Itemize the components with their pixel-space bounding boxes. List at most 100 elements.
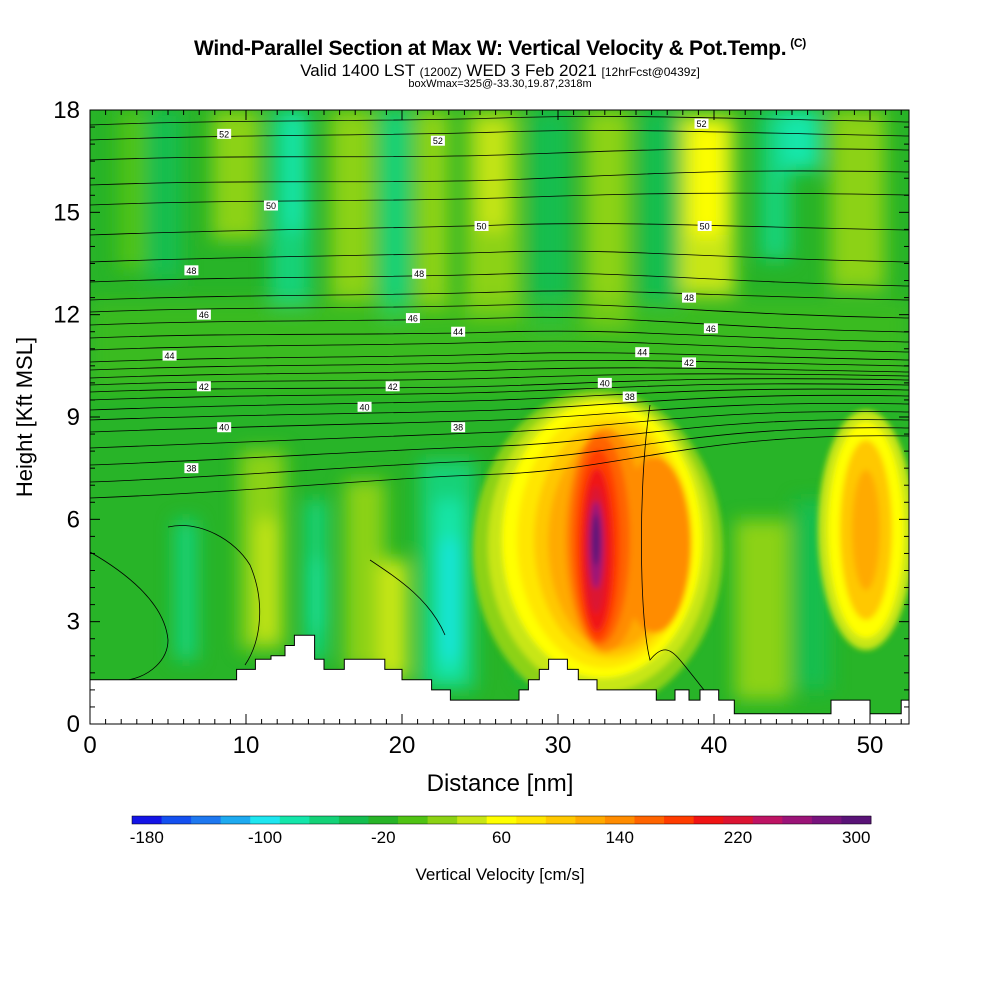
colorbar-segment [338, 816, 369, 824]
isentrope-label: 42 [682, 357, 697, 368]
isentrope-label-text: 38 [186, 464, 196, 474]
downdraft-band [444, 540, 456, 660]
isentrope-label-text: 48 [414, 269, 424, 279]
isentrope-label-bg [405, 313, 420, 324]
x-tick-label: 10 [233, 732, 260, 759]
downdraft-band [312, 560, 322, 630]
isentrope-label-bg [682, 292, 697, 303]
colorbar: -180 -100 -20 60 140 220 300 [130, 815, 872, 847]
isentrope-label-text: 50 [477, 221, 487, 231]
isentrope-label: 52 [430, 135, 445, 146]
colorbar-segment [782, 816, 813, 824]
colorbar-segment [161, 816, 192, 824]
isentrope-labels: 52 52 52 50 50 50 48 48 48 46 46 46 44 44 44 42 42 42 40 40… [162, 118, 718, 474]
colorbar-frame [131, 815, 872, 825]
isentrope-label-bg [694, 118, 709, 129]
isentrope-label-bg [196, 381, 211, 392]
y-tick-label: 3 [67, 609, 80, 636]
isentrope-label-text: 48 [186, 266, 196, 276]
isentrope-label: 40 [217, 422, 232, 433]
isentrope-line [90, 427, 909, 483]
zero-contour [640, 404, 713, 701]
colorbar-segment [250, 816, 281, 824]
chart-title: Wind-Parallel Section at Max W: Vertical… [194, 36, 806, 60]
x-tick-label: 40 [701, 732, 728, 759]
colorbar-tick-label: 140 [606, 828, 634, 847]
isentrope-label: 50 [697, 220, 712, 231]
potential-temperature-contours [90, 115, 909, 499]
isentrope-label-text: 40 [219, 423, 229, 433]
isentrope-label-bg [162, 350, 177, 361]
isentrope-label-bg [217, 422, 232, 433]
isentrope-line [90, 129, 909, 141]
isentrope-label-text: 52 [219, 129, 229, 139]
box-info: boxWmax=325@-33.30,19.87,2318m [408, 78, 592, 90]
zero-contour [167, 525, 261, 666]
isentrope-line [90, 419, 909, 466]
isentrope-label-bg [184, 265, 199, 276]
updraft-band [830, 110, 885, 290]
updraft-band [480, 120, 505, 230]
isentrope-label-bg [697, 220, 712, 231]
isentrope-label-text: 46 [199, 310, 209, 320]
isentrope-label-bg [196, 309, 211, 320]
isentrope-label: 44 [162, 350, 177, 361]
isentrope-label-text: 42 [388, 382, 398, 392]
isentrope-label: 48 [184, 265, 199, 276]
colorbar-segment [545, 816, 576, 824]
isentrope-label: 48 [682, 292, 697, 303]
isentrope-label-bg [451, 326, 466, 337]
y-tick-label: 12 [53, 302, 80, 329]
isentrope-line [90, 303, 909, 319]
isentrope-label: 38 [184, 463, 199, 474]
colorbar-segment [811, 816, 842, 824]
colorbar-tick-label: -100 [248, 828, 282, 847]
x-tick-label: 20 [389, 732, 416, 759]
isentrope-label: 42 [385, 381, 400, 392]
colorbar-segment [634, 816, 665, 824]
isentrope-label-text: 46 [706, 324, 716, 334]
isentrope-label-text: 42 [684, 358, 694, 368]
updraft-band [735, 520, 790, 700]
y-axis-label: Height [Kft MSL] [12, 337, 37, 497]
colorbar-label: Vertical Velocity [cm/s] [415, 865, 584, 884]
isentrope-label: 40 [357, 401, 372, 412]
isentrope-label-bg [635, 347, 650, 358]
isentrope-label-text: 40 [360, 402, 370, 412]
isentrope-label: 38 [451, 422, 466, 433]
x-tick-label: 50 [857, 732, 884, 759]
isentrope-label-bg [622, 391, 637, 402]
isentrope-label: 40 [597, 377, 612, 388]
colorbar-segment [457, 816, 488, 824]
isentrope-label-text: 44 [453, 327, 463, 337]
updraft-band [118, 110, 146, 270]
isentrope-label-bg [217, 128, 232, 139]
zero-contour [90, 551, 169, 681]
colorbar-tick-label: -180 [130, 828, 164, 847]
isentrope-label: 50 [474, 220, 489, 231]
x-tick-label: 30 [545, 732, 572, 759]
zero-velocity-contours [90, 404, 713, 701]
isentrope-line [90, 394, 909, 421]
colorbar-segment [279, 816, 310, 824]
isentrope-label-text: 44 [165, 351, 175, 361]
isentrope-line [90, 192, 909, 206]
isentrope-label-bg [703, 323, 718, 334]
colorbar-segment [132, 816, 162, 824]
axes: 0 10 20 30 40 50 0 3 6 9 12 15 18 [53, 97, 909, 759]
isentrope-line [90, 378, 909, 393]
isentrope-label-bg [263, 200, 278, 211]
chart-subtitle: Valid 1400 LST (1200Z) WED 3 Feb 2021 [1… [300, 61, 700, 80]
updraft-band [90, 300, 909, 390]
isentrope-line [90, 383, 909, 401]
y-tick-label: 15 [53, 199, 80, 226]
isentrope-label: 42 [196, 381, 211, 392]
isentrope-label: 44 [451, 326, 466, 337]
downdraft-band [146, 110, 182, 280]
zero-contour [369, 559, 446, 636]
isentrope-line [90, 316, 909, 333]
isentrope-label: 52 [217, 128, 232, 139]
isentrope-label-text: 48 [684, 293, 694, 303]
isentrope-line [90, 352, 909, 363]
